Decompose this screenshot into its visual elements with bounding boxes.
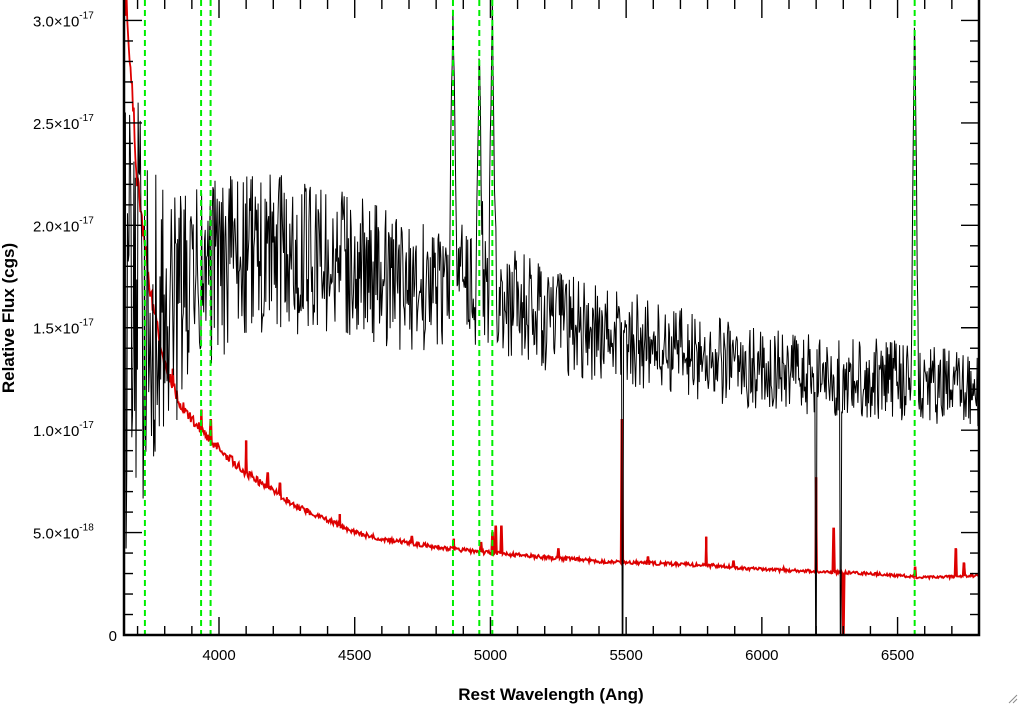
x-tick-label: 4000 bbox=[202, 647, 235, 664]
y-tick-label: 0 bbox=[109, 628, 117, 645]
plot-frame bbox=[122, 0, 981, 637]
x-tick-label: 5500 bbox=[609, 647, 642, 664]
x-axis-title: Rest Wavelength (Ang) bbox=[458, 685, 643, 704]
y-axis-title: Relative Flux (cgs) bbox=[0, 243, 18, 393]
y-tick-label: 3.0×10-17 bbox=[33, 10, 94, 30]
resize-grip-icon[interactable] bbox=[1006, 692, 1018, 704]
x-tick-label: 6500 bbox=[881, 647, 914, 664]
y-tick-label: 2.0×10-17 bbox=[33, 215, 94, 235]
y-tick-exponent: -17 bbox=[79, 215, 94, 226]
y-tick-exponent: -17 bbox=[79, 420, 94, 431]
y-tick-labels: 0 5.0×10-18 1.0×10-17 1.5×10-17 2.0×10-17 2.5… bbox=[33, 10, 117, 645]
y-tick-label: 2.5×10-17 bbox=[33, 113, 94, 133]
y-tick-label: 5.0×10-18 bbox=[33, 523, 94, 543]
y-tick-label: 1.0×10-17 bbox=[33, 420, 94, 440]
flux-spectrum-line bbox=[124, 4, 979, 635]
flux-spectrum bbox=[124, 4, 979, 635]
error-spectrum-line bbox=[124, 0, 979, 635]
y-tick-exponent: -18 bbox=[79, 523, 94, 534]
y-tick-exponent: -17 bbox=[79, 318, 94, 329]
y-tick-label: 1.5×10-17 bbox=[33, 318, 94, 338]
y-tick-exponent: -17 bbox=[79, 113, 94, 124]
y-tick-exponent: -17 bbox=[79, 10, 94, 21]
x-tick-label: 4500 bbox=[338, 647, 371, 664]
x-tick-label: 6000 bbox=[745, 647, 778, 664]
emission-line-markers bbox=[143, 0, 916, 635]
x-tick-label: 5000 bbox=[474, 647, 507, 664]
plot-axes bbox=[122, 0, 981, 637]
x-tick-labels: 4000 4500 5000 5500 6000 6500 bbox=[202, 647, 914, 664]
